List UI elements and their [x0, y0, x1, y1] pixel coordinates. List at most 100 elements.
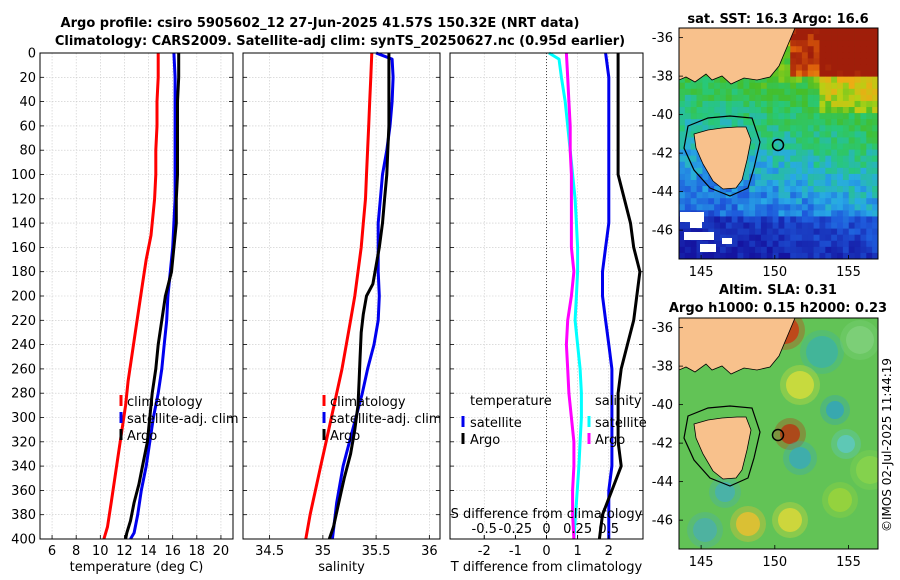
sst-cell	[872, 216, 878, 223]
sst-cell	[714, 222, 721, 229]
sst-cell	[714, 252, 721, 259]
sla-anomaly-blob	[780, 424, 800, 444]
sst-cell	[860, 76, 867, 84]
sst-cell	[860, 186, 867, 193]
sst-cell	[801, 113, 809, 120]
sst-cell	[690, 198, 697, 205]
sst-cell	[872, 82, 878, 90]
sst-cell	[749, 88, 756, 96]
sst-cell	[796, 234, 803, 242]
sst-cell	[684, 100, 691, 108]
sst-cell	[866, 161, 873, 169]
sst-cell	[866, 216, 873, 223]
sst-cell	[848, 58, 855, 65]
sst-cell	[772, 143, 779, 150]
sst-cell	[872, 88, 878, 96]
sst-cell	[760, 222, 768, 229]
sst-cell	[796, 198, 803, 205]
sst-cell	[696, 240, 703, 248]
sst-cell	[766, 131, 773, 138]
sst-cell	[831, 40, 838, 47]
sst-cell	[848, 204, 855, 211]
series-line	[330, 51, 395, 540]
sst-cell	[725, 186, 732, 193]
sst-cell	[714, 94, 721, 102]
sst-cell	[684, 137, 691, 144]
sst-cell	[684, 167, 691, 175]
sst-cell	[749, 107, 756, 114]
sst-cell	[872, 246, 878, 254]
sst-cell	[796, 107, 803, 114]
sst-cell	[737, 252, 744, 259]
sst-cell	[696, 252, 703, 259]
sla-anomaly-blob	[856, 456, 878, 484]
sst-cell	[813, 161, 820, 169]
sst-cell	[842, 28, 850, 35]
sst-cell	[813, 234, 820, 242]
sst-cell	[766, 228, 773, 235]
sst-cell	[725, 246, 732, 254]
sst-cell	[772, 204, 779, 211]
sst-cell	[854, 192, 861, 199]
sst-cell	[696, 155, 703, 163]
sst-cell	[825, 167, 832, 175]
sst-cell	[860, 107, 867, 114]
sst-cell	[702, 100, 709, 108]
sst-cell	[796, 82, 803, 90]
sst-cell	[848, 228, 855, 235]
s-tick-label: 0	[542, 522, 550, 537]
sst-cell	[790, 173, 797, 181]
sst-map-axes: 145 150 155 -36 -38 -40 -42 -44 -46	[652, 31, 861, 280]
sst-cell	[872, 234, 878, 242]
sst-cell	[790, 167, 797, 175]
series-line	[129, 52, 177, 540]
sst-cell	[854, 149, 861, 156]
sst-cell	[807, 149, 814, 156]
sst-cell	[860, 210, 867, 217]
sst-cell	[749, 125, 756, 132]
x-tick-label: 8	[72, 544, 80, 559]
sst-cell	[766, 107, 773, 114]
sst-cell	[696, 198, 703, 205]
sst-cell	[813, 94, 820, 102]
sst-cell	[825, 234, 832, 242]
sst-cell	[749, 228, 756, 235]
sst-cell	[684, 246, 691, 254]
sst-cell	[848, 131, 855, 138]
y-tick-label: -40	[652, 398, 673, 413]
sst-cell	[790, 234, 797, 242]
sst-cell	[807, 52, 814, 59]
sst-cell	[749, 119, 756, 126]
y-tick-label: 60	[19, 119, 36, 134]
sst-cell	[743, 246, 750, 254]
x-tick-label: 2	[605, 544, 613, 559]
sst-cell	[813, 28, 820, 35]
sst-cell	[848, 46, 855, 53]
sst-cell	[842, 161, 850, 169]
sst-cell	[749, 192, 756, 199]
sst-cell	[778, 198, 785, 205]
sst-cell	[790, 192, 797, 199]
sst-cell	[760, 173, 768, 181]
sst-cell	[866, 119, 873, 126]
sst-cell	[796, 186, 803, 193]
sst-cell	[860, 34, 867, 41]
x-tick-label: 12	[116, 544, 133, 559]
sst-cell	[872, 149, 878, 156]
sst-cell	[860, 40, 867, 47]
sst-cell	[848, 149, 855, 156]
sst-cell	[766, 88, 773, 96]
sst-cell	[807, 125, 814, 132]
sst-cell	[684, 173, 691, 181]
sst-cell	[778, 88, 785, 96]
x-tick-label: 1	[573, 544, 581, 559]
sst-cell	[854, 34, 861, 41]
sst-cell	[731, 88, 738, 96]
tasmania-shape	[693, 126, 752, 190]
sst-cell	[866, 34, 873, 41]
sst-cell	[866, 82, 873, 90]
sst-cell	[854, 210, 861, 217]
sst-cell	[819, 155, 826, 163]
sst-cell	[778, 161, 785, 169]
sst-cell	[831, 119, 838, 126]
